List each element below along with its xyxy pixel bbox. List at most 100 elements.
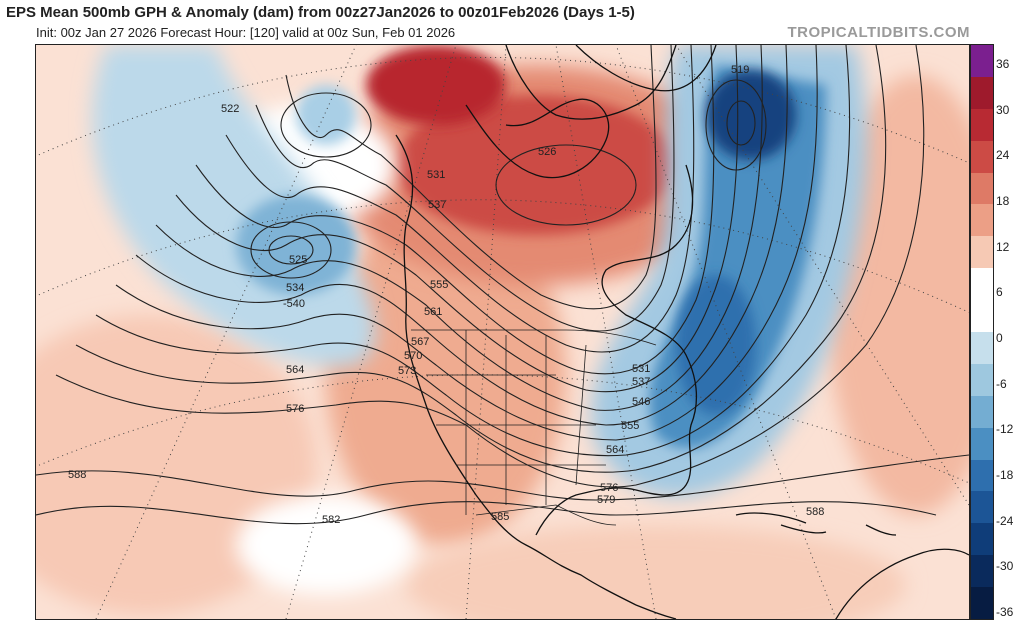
colorbar-tick-label: 30 (996, 102, 1010, 117)
contour-label: 531 (427, 169, 445, 181)
contour-high-canada (495, 144, 637, 226)
colorbar-tick-label: -12 (996, 422, 1014, 437)
colorbar-segment (971, 587, 993, 620)
colorbar-segment (971, 491, 993, 524)
contour-line (36, 501, 937, 525)
grid-line (675, 45, 969, 506)
contour-label: 522 (221, 103, 239, 115)
coastline-caribbean (735, 512, 897, 536)
contour-label: 537 (428, 199, 446, 211)
grid-line (465, 45, 507, 619)
colorbar-segment (971, 395, 993, 429)
contour-labels: 519 522 525 526 531 531 534 537 537 -540… (68, 64, 824, 526)
colorbar-tick-label: -6 (996, 376, 1007, 391)
colorbar-tick-label: 0 (996, 331, 1003, 345)
contour-line (36, 454, 969, 501)
contour-label: 588 (68, 469, 86, 481)
height-contours (36, 45, 969, 525)
coastline-west (395, 134, 677, 619)
contour-label: 567 (411, 336, 429, 348)
colorbar-tick-label: -24 (996, 513, 1014, 528)
colorbar-segment (971, 300, 993, 333)
border-states (426, 330, 606, 515)
colorbar-segment (971, 268, 993, 301)
brand-watermark: TROPICALTIDBITS.COM (787, 24, 970, 41)
contour-low-pacific-inner (268, 235, 314, 265)
colorbar-segment (971, 332, 993, 365)
contour-label: 585 (491, 511, 509, 523)
colorbar-tick-label: 18 (996, 194, 1010, 208)
contour-line (135, 45, 788, 426)
contour-low-greenland (705, 79, 767, 171)
colorbar-segment (971, 204, 993, 237)
contour-line (55, 45, 925, 488)
contour-low-alaska (280, 92, 372, 158)
contour-line (285, 45, 657, 310)
contour-label: 555 (621, 420, 639, 432)
cool-anomaly-northeast (676, 275, 756, 415)
contour-label: 582 (322, 514, 340, 526)
contour-line (95, 45, 851, 457)
colorbar-segment (971, 236, 993, 269)
contour-label: 573 (398, 365, 416, 377)
colorbar-tick-label: -30 (996, 559, 1014, 574)
contour-label: 561 (424, 306, 442, 318)
contour-label: 576 (286, 403, 304, 415)
colorbar-segment (971, 459, 993, 492)
contour-low-greenland-inner (726, 100, 756, 146)
grid-line (555, 45, 657, 619)
contour-line (155, 45, 763, 411)
cool-anomaly-greenland (706, 70, 796, 160)
contour-line (195, 45, 715, 375)
contour-label: 534 (286, 282, 304, 294)
map-canvas: 519 522 525 526 531 531 534 537 537 -540… (36, 45, 969, 619)
contour-label: 564 (606, 444, 624, 456)
contour-label: 588 (806, 506, 824, 518)
contour-label: -540 (283, 298, 305, 310)
political-borders (411, 329, 657, 526)
coastline-east (535, 164, 698, 536)
colorbar-tick-label: -36 (996, 605, 1014, 619)
colorbar-segment (971, 140, 993, 174)
colorbar-segment (971, 363, 993, 397)
contour-label: 519 (731, 64, 749, 76)
contour-label: 525 (289, 254, 307, 266)
contour-label: 579 (597, 494, 615, 506)
border-us-canada (411, 329, 657, 346)
contour-line (115, 45, 818, 441)
warm-anomaly-caribbean (406, 525, 906, 619)
colorbar-tick-label: 12 (996, 239, 1010, 254)
coastline-greenland (575, 45, 717, 92)
grid-line (36, 374, 969, 484)
contour-low-pacific (250, 221, 332, 279)
colorbar-segment (971, 555, 993, 588)
contour-label: 564 (286, 364, 304, 376)
map-panel: 519 522 525 526 531 531 534 537 537 -540… (35, 44, 970, 620)
colorbar-segment (971, 172, 993, 205)
anomaly-shading (36, 45, 969, 619)
coastline-hudson (465, 98, 610, 179)
colorbar-tick-label: -18 (996, 468, 1014, 482)
contour-label: 526 (538, 146, 556, 158)
contour-label: 531 (632, 363, 650, 375)
contour-line (75, 45, 887, 473)
neutral-subtropics (236, 495, 416, 595)
contour-label: 546 (632, 396, 650, 408)
contour-label: 570 (404, 350, 422, 362)
contour-line (175, 45, 739, 393)
colorbar-tick-label: 24 (996, 148, 1010, 163)
warm-anomaly-arctic (366, 45, 506, 125)
contour-line (225, 45, 695, 353)
colorbar-segment (971, 76, 993, 110)
grid-line (95, 45, 357, 619)
colorbar-tick-label: 36 (996, 57, 1010, 71)
colorbar-tick-label: 6 (996, 285, 1003, 300)
map-subtitle: Init: 00z Jan 27 2026 Forecast Hour: [12… (36, 25, 456, 40)
contour-line (255, 45, 675, 332)
coastline-south-america (835, 548, 969, 619)
colorbar-segment (971, 45, 993, 78)
colorbar-segment (971, 523, 993, 556)
anomaly-colorbar (970, 44, 994, 620)
contour-label: 555 (430, 279, 448, 291)
contour-label: 537 (632, 376, 650, 388)
